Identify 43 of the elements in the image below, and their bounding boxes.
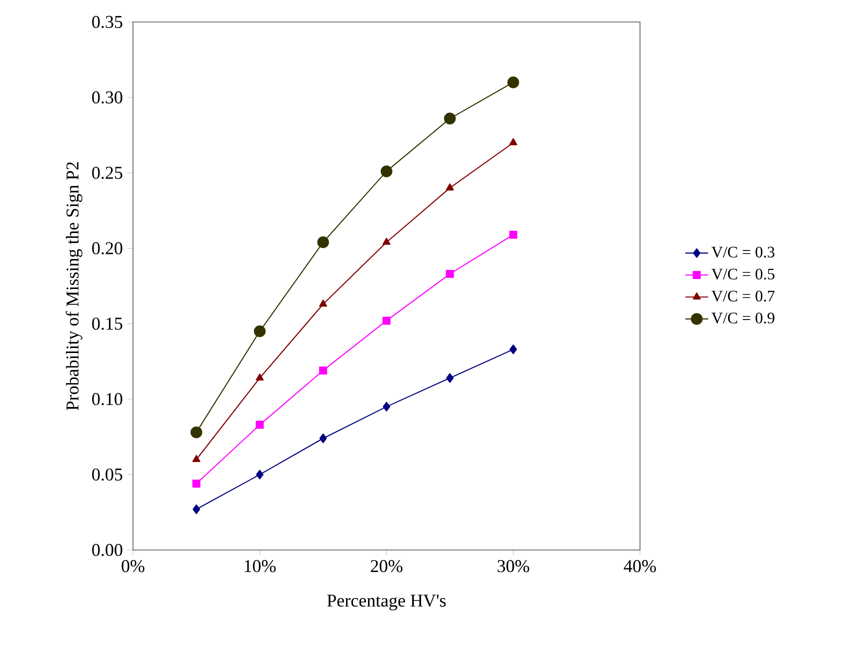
y-tick-label: 0.15 xyxy=(92,318,122,330)
point xyxy=(509,138,518,146)
y-tick-label: 0.20 xyxy=(92,242,122,254)
point xyxy=(507,76,520,88)
point xyxy=(382,316,391,325)
point xyxy=(319,366,328,374)
x-axis-title: Percentage HV's xyxy=(327,594,446,610)
y-tick-label: 0.00 xyxy=(92,544,122,556)
point xyxy=(446,270,454,278)
point xyxy=(446,373,454,383)
point xyxy=(192,504,200,514)
legend-label: V/C = 0.9 xyxy=(712,312,774,324)
legend-label: V/C = 0.3 xyxy=(712,246,774,258)
y-tick-label: 0.10 xyxy=(92,393,122,406)
point xyxy=(256,420,264,429)
point xyxy=(510,344,517,354)
point xyxy=(380,165,392,178)
point xyxy=(382,402,390,412)
point xyxy=(319,300,328,307)
y-tick-label: 0.05 xyxy=(92,468,122,481)
x-tick-label: 30% xyxy=(498,560,530,572)
point xyxy=(254,325,266,338)
x-tick-label: 40% xyxy=(624,560,656,572)
point xyxy=(382,238,390,245)
point xyxy=(317,236,329,248)
point xyxy=(509,230,518,239)
point xyxy=(256,470,264,480)
legend-label: V/C = 0.5 xyxy=(712,268,774,280)
point xyxy=(192,480,200,488)
x-tick-label: 10% xyxy=(244,560,276,572)
point xyxy=(319,434,327,444)
legend-label: V/C = 0.7 xyxy=(712,290,775,302)
x-tick-label: 0% xyxy=(122,560,144,572)
y-axis-title: Probability of Missing the Sign P2 xyxy=(66,162,82,410)
y-tick-label: 0.25 xyxy=(92,166,122,179)
x-tick-label: 20% xyxy=(370,560,402,572)
y-tick-label: 0.35 xyxy=(92,16,122,28)
point xyxy=(256,373,264,381)
point xyxy=(446,183,454,190)
y-tick-label: 0.30 xyxy=(92,91,122,104)
point xyxy=(192,454,200,462)
point xyxy=(444,112,456,124)
point xyxy=(190,426,202,438)
